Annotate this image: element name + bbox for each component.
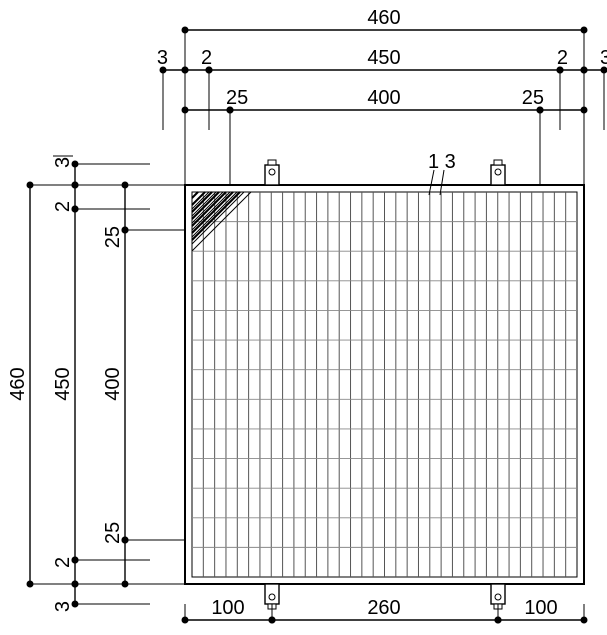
dim-left-col2-0: 3 xyxy=(52,157,74,168)
callout-bar-size: 1 3 xyxy=(428,151,456,173)
dim-bottom-2: 100 xyxy=(524,597,557,619)
dim-left-col2-2: 450 xyxy=(52,367,74,400)
dim-left-col2-1: 2 xyxy=(52,201,74,212)
mounting-bracket xyxy=(265,160,279,185)
dim-bottom-1: 260 xyxy=(367,597,400,619)
dim-left-col3-0: 25 xyxy=(102,226,124,248)
dim-top-row3-1: 400 xyxy=(367,87,400,109)
dim-bottom-0: 100 xyxy=(211,597,244,619)
dim-left-col2-3: 2 xyxy=(52,557,74,568)
dim-top-row2-4: 3 xyxy=(600,47,607,69)
dim-left-col3-1: 400 xyxy=(102,367,124,400)
dim-left-col3-2: 25 xyxy=(102,522,124,544)
grating-panel xyxy=(185,185,584,584)
dim-left-col2-4: 3 xyxy=(52,601,74,612)
dim-top-row2-3: 2 xyxy=(557,47,568,69)
mounting-bracket xyxy=(491,160,505,185)
dim-top-row3-0: 25 xyxy=(226,87,248,109)
dim-top-row2-0: 3 xyxy=(157,47,168,69)
dim-top-row2-1: 2 xyxy=(201,47,212,69)
dim-width-overall: 460 xyxy=(367,7,400,29)
dim-height-overall: 460 xyxy=(7,367,29,400)
dim-top-row3-2: 25 xyxy=(522,87,544,109)
engineering-drawing: 460 3 2 450 2 3 25 400 25 1 3 460 3 2 450 2 3 25 400 25 100… xyxy=(0,0,607,635)
dim-top-row2-2: 450 xyxy=(367,47,400,69)
